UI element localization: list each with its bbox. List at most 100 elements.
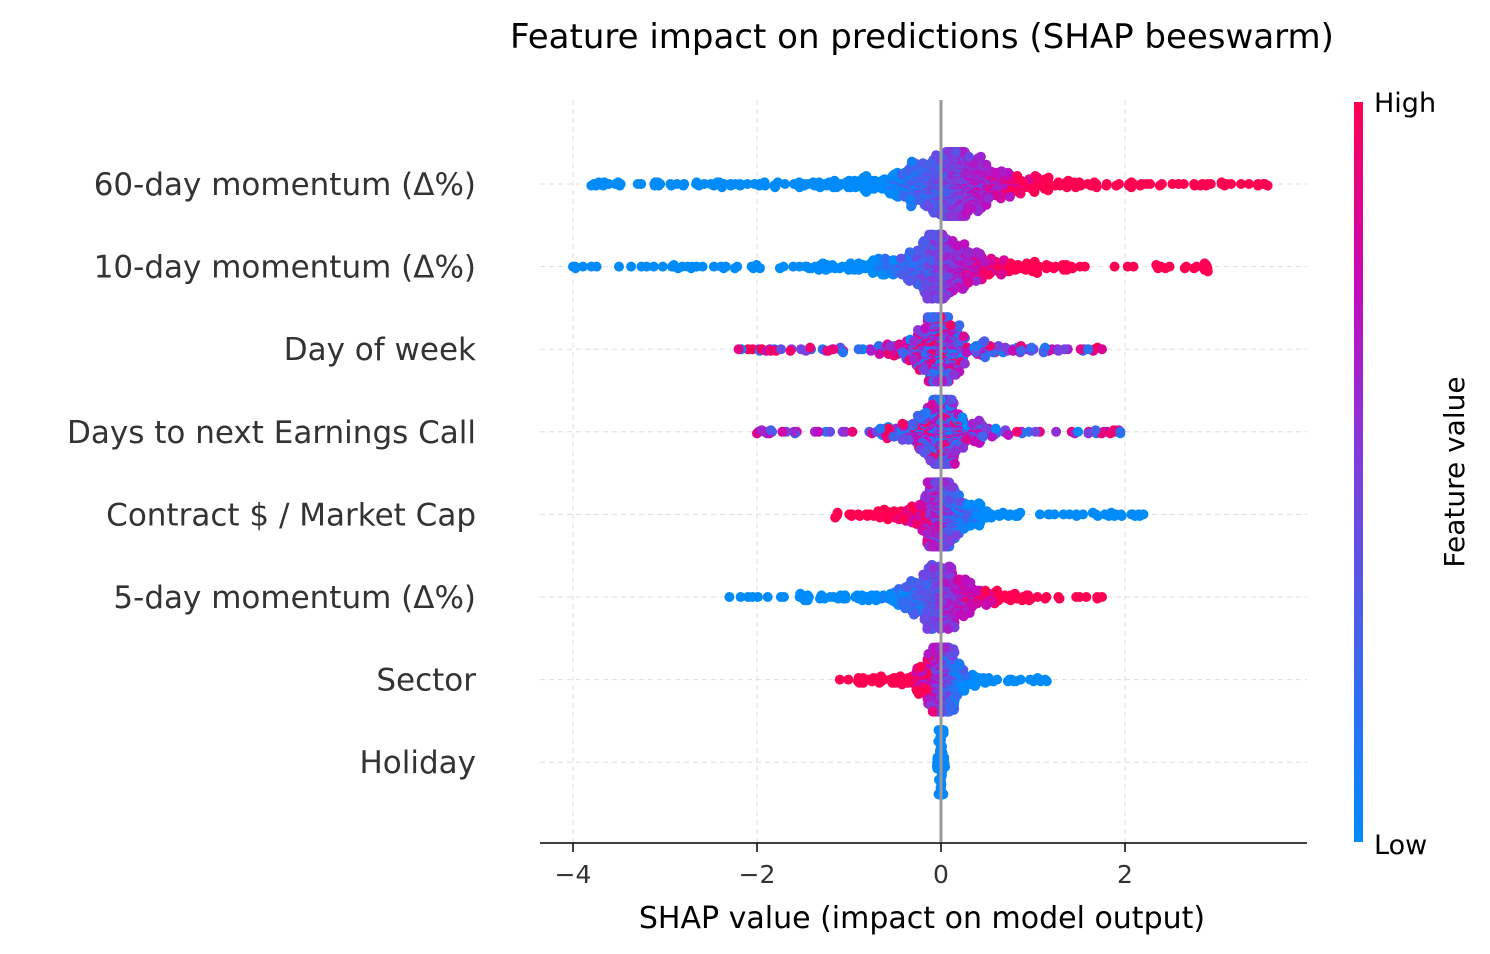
- shap-point: [919, 447, 930, 458]
- shap-point: [942, 458, 953, 469]
- shap-point: [950, 147, 961, 157]
- feature-row: [568, 229, 1213, 304]
- shap-point: [735, 592, 746, 602]
- feature-row: [586, 147, 1273, 221]
- shap-point: [765, 425, 776, 436]
- shap-point: [850, 592, 861, 602]
- shap-point: [981, 600, 992, 610]
- shap-point: [923, 649, 934, 659]
- shap-point: [980, 423, 991, 434]
- shap-point: [1061, 264, 1072, 275]
- shap-point: [697, 261, 708, 272]
- shap-point: [691, 177, 702, 188]
- shap-point: [887, 171, 898, 181]
- shap-point: [1243, 179, 1254, 189]
- shap-point: [937, 725, 948, 736]
- shap-point: [1202, 266, 1213, 277]
- shap-point: [1011, 426, 1022, 437]
- shap-point: [960, 574, 971, 585]
- shap-point: [1030, 171, 1041, 181]
- shap-point: [1030, 426, 1041, 437]
- shap-point: [733, 344, 744, 355]
- shap-point: [1087, 507, 1098, 518]
- shap-point: [987, 431, 997, 442]
- shap-point: [918, 569, 929, 580]
- shap-point: [666, 180, 677, 191]
- shap-point: [922, 624, 933, 634]
- shap-point: [1010, 676, 1021, 687]
- shap-point: [1101, 180, 1112, 191]
- x-tick-label: 2: [1117, 860, 1133, 889]
- shap-point: [897, 434, 908, 445]
- shap-point: [975, 248, 985, 259]
- shap-point: [983, 193, 994, 204]
- colorbar-label: Feature value: [1438, 376, 1471, 567]
- shap-point: [724, 592, 735, 602]
- shap-point: [1091, 182, 1102, 193]
- shap-point: [909, 609, 919, 620]
- shap-point: [978, 431, 988, 442]
- shap-point: [885, 341, 896, 351]
- shap-point: [943, 624, 954, 634]
- shap-point: [1109, 261, 1120, 272]
- shap-point: [913, 195, 924, 205]
- shap-point: [963, 277, 974, 288]
- shap-point: [863, 595, 874, 606]
- shap-point: [903, 164, 914, 175]
- shap-point: [876, 671, 887, 682]
- shap-point: [954, 320, 965, 331]
- shap-point: [1116, 511, 1127, 521]
- shap-point: [861, 174, 872, 185]
- shap-point: [896, 253, 906, 264]
- shap-point: [963, 151, 974, 162]
- shap-point: [927, 541, 938, 552]
- x-ticks: −4 −2 0 2: [555, 843, 1133, 889]
- grid: [540, 100, 1307, 842]
- x-tick-label: 0: [933, 860, 949, 889]
- shap-point: [954, 658, 965, 669]
- shap-point: [1216, 177, 1227, 188]
- shap-point: [718, 263, 729, 274]
- shap-point: [808, 177, 819, 188]
- shap-point: [1097, 344, 1107, 355]
- shap-point: [827, 260, 838, 270]
- shap-point: [948, 369, 959, 380]
- shap-point: [1033, 261, 1044, 272]
- shap-point: [1029, 187, 1040, 197]
- shap-point: [652, 177, 663, 188]
- shap-point: [668, 260, 679, 270]
- shap-point: [979, 268, 990, 278]
- feature-label: Sector: [376, 663, 476, 699]
- shap-point: [885, 588, 896, 599]
- shap-point: [996, 269, 1007, 280]
- shap-point: [813, 264, 824, 275]
- feature-row: [724, 560, 1107, 634]
- shap-point: [975, 151, 986, 162]
- shap-point: [1138, 509, 1149, 520]
- shap-point: [959, 358, 970, 369]
- colorbar-low-label: Low: [1374, 830, 1427, 861]
- shap-point: [816, 590, 827, 601]
- shap-point: [1041, 260, 1052, 270]
- shap-point: [1003, 430, 1014, 440]
- shap-point: [699, 179, 710, 189]
- shap-point: [958, 331, 969, 342]
- shap-point: [992, 585, 1003, 596]
- shap-point: [904, 276, 915, 286]
- shap-point: [924, 201, 934, 212]
- shap-point: [990, 423, 1001, 434]
- shap-point: [844, 175, 855, 186]
- shap-point: [937, 789, 948, 800]
- shap-point: [993, 341, 1004, 351]
- shap-point: [898, 514, 909, 525]
- shap-point: [1179, 263, 1190, 274]
- shap-point: [1005, 258, 1016, 269]
- shap-point: [897, 269, 908, 280]
- shap-point: [648, 261, 659, 272]
- shap-point: [1016, 345, 1027, 356]
- shap-point: [833, 593, 844, 604]
- feature-label: Days to next Earnings Call: [67, 415, 476, 451]
- shap-point: [945, 561, 955, 572]
- shap-point: [928, 563, 939, 574]
- feature-label: 60-day momentum (Δ%): [94, 167, 476, 203]
